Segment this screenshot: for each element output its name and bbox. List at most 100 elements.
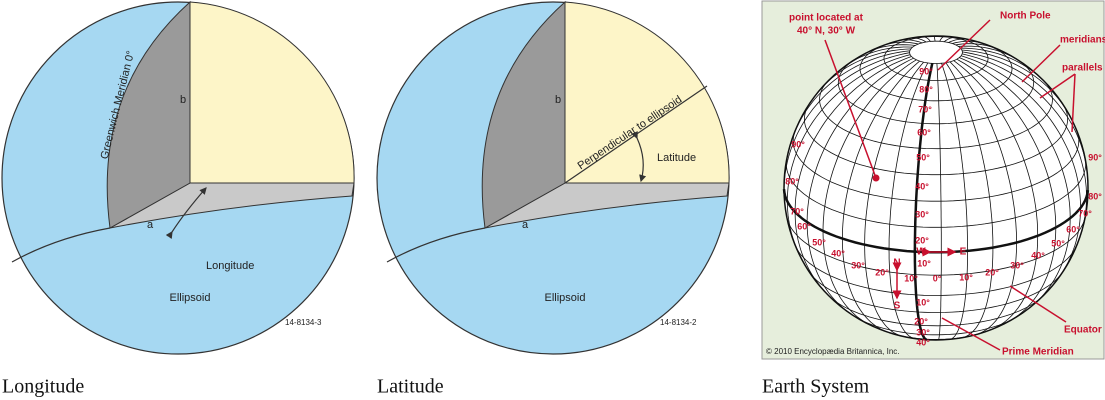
- grid-line: [888, 62, 929, 339]
- grid-line: [785, 159, 1087, 228]
- caption: Longitude: [2, 376, 84, 398]
- degree-label: 70°: [918, 104, 932, 114]
- grid-line: [883, 36, 989, 81]
- grid-line: [794, 245, 1077, 296]
- grid-line: [910, 37, 927, 43]
- grid-line: [819, 79, 1053, 150]
- label: Ellipsoid: [545, 292, 586, 304]
- degree-label: 40°: [831, 248, 845, 258]
- grid-line: [792, 132, 1080, 202]
- label: S: [894, 301, 901, 312]
- equator: [11, 227, 111, 263]
- earth-diagram: point located at 40° N, 30° W North Pole…: [761, 0, 1105, 360]
- label: 40° N, 30° W: [797, 26, 856, 37]
- label: 14-8134-2: [660, 318, 697, 327]
- grid-line: [961, 49, 1070, 116]
- degree-label: 90°: [791, 139, 805, 149]
- degree-label: 30°: [916, 327, 930, 337]
- degree-label: 80°: [1088, 191, 1102, 201]
- grid-line: [804, 105, 1068, 176]
- longitude-diagram: Greenwich Meridian 0° b a Longitude Elli…: [1, 0, 355, 355]
- degree-label: 60°: [917, 127, 931, 137]
- grid-line: [822, 59, 917, 326]
- label: a: [147, 219, 154, 231]
- degree-label: 20°: [915, 235, 929, 245]
- pointer: [937, 19, 991, 71]
- meridian-plane: [106, 0, 191, 229]
- pointer: [824, 39, 877, 179]
- degree-label: 10°: [916, 297, 930, 307]
- label: Equator: [1064, 325, 1102, 336]
- label: Longitude: [206, 260, 254, 272]
- label: N: [893, 258, 900, 269]
- grid-line: [864, 61, 924, 337]
- label: Latitude: [657, 152, 696, 164]
- label: b: [555, 94, 561, 106]
- graticule: [782, 35, 1090, 341]
- angle-arc: [165, 187, 207, 239]
- degree-label: 40°: [915, 181, 929, 191]
- degree-label: 60°: [797, 221, 811, 231]
- degree-label: 80°: [785, 176, 799, 186]
- grid-line: [960, 55, 1082, 279]
- label: Prime Meridian: [1002, 347, 1074, 358]
- degree-label: 60°: [1066, 224, 1080, 234]
- degree-label: 40°: [1031, 250, 1045, 260]
- label: Ellipsoid: [170, 292, 211, 304]
- pointer: [941, 317, 1001, 351]
- degree-label: 90°: [919, 66, 933, 76]
- quadrant: [189, 1, 355, 184]
- grid-line: [943, 36, 957, 43]
- grid-line: [945, 62, 994, 338]
- grid-line: [953, 60, 1039, 330]
- degree-label: 10°: [917, 258, 931, 268]
- grid-line: [841, 60, 920, 333]
- grid-line: [787, 217, 1086, 276]
- label: parallels: [1062, 63, 1103, 74]
- copyright: © 2010 Encyclopædia Britannica, Inc.: [766, 347, 900, 356]
- label: meridians: [1060, 35, 1105, 46]
- degree-label: 50°: [1051, 238, 1065, 248]
- degree-label: 70°: [1078, 208, 1092, 218]
- degree-label: 20°: [985, 267, 999, 277]
- grid-line: [865, 44, 916, 54]
- grid-line: [892, 333, 979, 340]
- label: a: [522, 219, 529, 231]
- label: North Pole: [1000, 11, 1051, 22]
- grid-line: [958, 45, 1020, 61]
- grid-line: [815, 48, 911, 95]
- pointer: [1039, 73, 1076, 99]
- degree-label: 40°: [916, 337, 930, 347]
- grid-line: [898, 39, 923, 44]
- degree-label: 30°: [915, 209, 929, 219]
- caption: Latitude: [377, 376, 444, 398]
- degree-label: 20°: [914, 316, 928, 326]
- latitude-diagram: b a Perpendicular to ellipsoid Latitude …: [376, 0, 730, 355]
- pointer: [1009, 285, 1067, 323]
- degree-label: 90°: [1088, 152, 1102, 162]
- grid-line: [794, 56, 912, 293]
- degree-label: 10°: [904, 273, 918, 283]
- label: b: [180, 94, 186, 106]
- degree-label: 0°: [933, 273, 942, 283]
- point: [872, 174, 880, 182]
- label: E: [960, 247, 967, 258]
- grid-line: [948, 38, 968, 43]
- label: 14-8134-3: [285, 318, 322, 327]
- grid-line: [830, 297, 1041, 327]
- degree-label: 20°: [875, 267, 889, 277]
- grid-line: [792, 50, 910, 138]
- angle-arc: [631, 131, 647, 183]
- degree-label: 10°: [959, 272, 973, 282]
- quadrant: [564, 1, 730, 184]
- degree-label: 30°: [1010, 260, 1024, 270]
- degree-label: 50°: [916, 152, 930, 162]
- grid-line: [959, 57, 1071, 306]
- grid-line: [859, 42, 1013, 102]
- grid-line: [837, 60, 1035, 125]
- caption: Earth System: [762, 376, 870, 398]
- label: point located at: [789, 13, 864, 24]
- meridian-plane: [481, 0, 566, 229]
